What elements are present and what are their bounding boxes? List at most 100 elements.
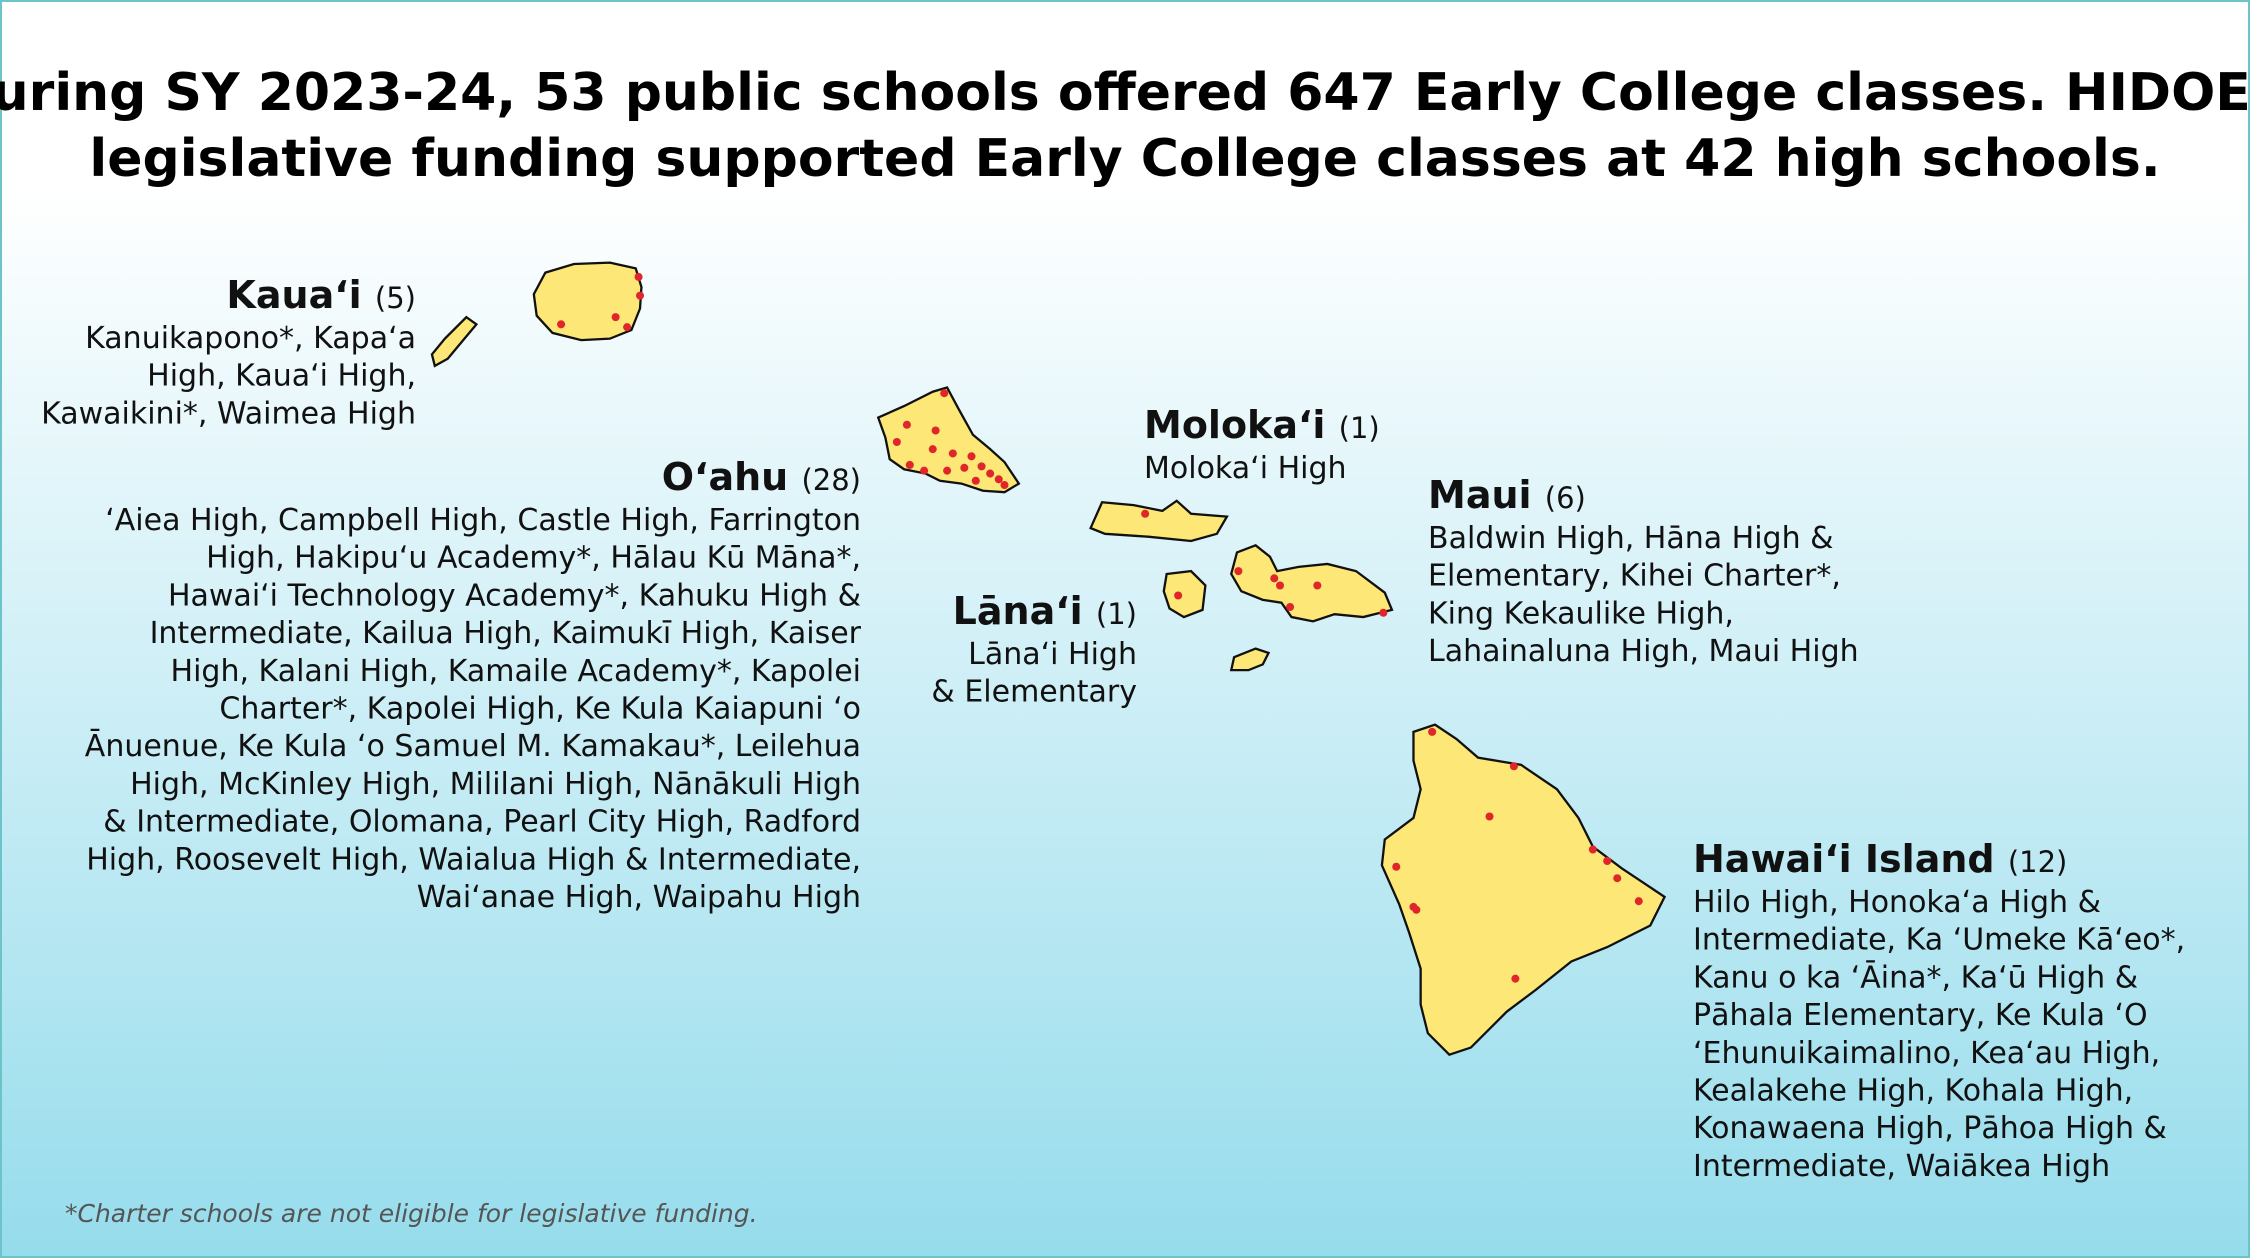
school-line: Intermediate, Kailua High, Kaimukī High,…: [150, 616, 862, 651]
niihau: [430, 315, 479, 368]
school-dot: [611, 313, 620, 322]
school-dot: [635, 291, 645, 300]
island-heading: Lāna‘i (1): [953, 589, 1137, 633]
school-dot: [1603, 856, 1612, 866]
school-line: Moloka‘i High: [1144, 451, 1347, 486]
school-dot: [1379, 608, 1388, 617]
island-heading: Moloka‘i (1): [1144, 403, 1380, 447]
school-line: Kanu o ka ‘Āina*, Ka‘ū High &: [1693, 959, 2138, 995]
school-line: Wai‘anae High, Waipahu High: [417, 880, 861, 915]
school-dot: [1588, 845, 1597, 854]
island-count: (5): [375, 281, 416, 315]
island-heading: O‘ahu (28): [662, 455, 861, 499]
island-heading: Maui (6): [1428, 473, 1586, 517]
island-count: (12): [2008, 845, 2068, 879]
school-line: & Elementary: [931, 675, 1137, 710]
school-dot: [960, 463, 969, 472]
school-line: Kanuikapono*, Kapa‘a: [85, 321, 416, 356]
island-name: Kaua‘i: [226, 273, 361, 317]
island-count: (1): [1339, 411, 1380, 445]
school-line: & Intermediate, Olomana, Pearl City High…: [103, 805, 861, 840]
school-line: ‘Aiea High, Campbell High, Castle High, …: [105, 503, 861, 538]
island-heading: Kaua‘i (5): [226, 273, 416, 317]
island-count: (1): [1096, 597, 1137, 631]
school-dot: [1234, 567, 1243, 576]
school-dot: [623, 323, 632, 332]
school-dot: [1511, 974, 1520, 983]
kahoolawe: [1229, 647, 1271, 672]
school-dot: [1634, 897, 1643, 906]
school-line: High, Hakipu‘u Academy*, Hālau Kū Māna*,: [206, 541, 861, 576]
island-name: Moloka‘i: [1144, 403, 1325, 447]
school-dot: [905, 460, 914, 469]
school-line: Charter*, Kapolei High, Ke Kula Kaiapuni…: [219, 692, 861, 727]
school-dot: [1276, 581, 1285, 590]
hawaii: [1380, 723, 1667, 1057]
school-line: Intermediate, Waiākea High: [1693, 1149, 2110, 1184]
school-line: Lāna‘i High: [968, 637, 1137, 672]
school-dot: [1613, 874, 1622, 883]
school-dot: [928, 445, 937, 454]
school-line: Lahainaluna High, Maui High: [1428, 634, 1859, 669]
island-name: Lāna‘i: [953, 589, 1083, 633]
footnote: *Charter schools are not eligible for le…: [65, 1199, 758, 1228]
island-name: Maui: [1428, 473, 1532, 517]
school-dot: [940, 389, 949, 398]
school-line: High, Kalani High, Kamaile Academy*, Kap…: [171, 654, 861, 689]
molokai: [1089, 499, 1229, 543]
school-line: Elementary, Kihei Charter*,: [1428, 559, 1841, 594]
school-dot: [1485, 812, 1494, 821]
school-dot: [943, 466, 952, 475]
school-dot: [1428, 727, 1437, 736]
island-count: (28): [801, 463, 861, 497]
school-dot: [931, 426, 940, 435]
school-line: Intermediate, Ka ‘Umeke Kā‘eo*,: [1693, 923, 2185, 958]
school-dot: [1509, 762, 1518, 771]
title-line: During SY 2023-24, 53 public schools off…: [0, 63, 2250, 123]
school-dot: [557, 320, 566, 329]
school-dot: [1286, 602, 1295, 612]
school-line: Baldwin High, Hāna High &: [1428, 521, 1834, 556]
school-line: Pāhala Elementary, Ke Kula ‘O: [1693, 998, 2148, 1033]
island-count: (6): [1545, 481, 1586, 515]
school-line: Konawaena High, Pāhoa High &: [1693, 1111, 2167, 1146]
school-dot: [1270, 574, 1279, 583]
school-dot: [892, 437, 901, 446]
island-name: O‘ahu: [662, 455, 789, 499]
title-line: legislative funding supported Early Coll…: [89, 129, 2160, 189]
school-line: High, McKinley High, Mililani High, Nānā…: [130, 767, 861, 802]
school-dot: [986, 469, 995, 478]
island-name: Hawai‘i Island: [1693, 837, 1995, 881]
school-dot: [920, 466, 929, 475]
school-dot: [1174, 591, 1183, 600]
school-dots: [557, 272, 1643, 983]
school-dot: [634, 272, 643, 281]
school-line: High, Kaua‘i High,: [147, 359, 416, 394]
school-line: King Kekaulike High,: [1428, 596, 1734, 631]
school-dot: [994, 475, 1003, 484]
school-line: High, Roosevelt High, Waialua High & Int…: [86, 842, 861, 877]
school-dot: [977, 462, 986, 471]
school-dot: [1392, 862, 1401, 871]
school-line: Kawaikini*, Waimea High: [41, 396, 416, 431]
school-dot: [902, 420, 911, 429]
school-line: Hilo High, Honoka‘a High &: [1693, 885, 2101, 920]
school-line: ‘Ehunuikaimalino, Kea‘au High,: [1693, 1036, 2160, 1071]
school-dot: [1000, 481, 1009, 490]
school-line: Kealakehe High, Kohala High,: [1693, 1074, 2133, 1109]
school-dot: [1313, 581, 1322, 590]
school-dot: [1141, 509, 1150, 518]
school-dot: [971, 476, 980, 485]
school-dot: [967, 452, 976, 461]
school-line: Hawai‘i Technology Academy*, Kahuku High…: [168, 578, 861, 613]
maui: [1229, 543, 1394, 623]
school-dot: [948, 449, 957, 458]
school-dot: [1412, 905, 1421, 914]
lanai: [1162, 569, 1207, 619]
island-heading: Hawai‘i Island (12): [1693, 837, 2067, 881]
school-line: Ānuenue, Ke Kula ‘o Samuel M. Kamakau*, …: [85, 728, 861, 764]
